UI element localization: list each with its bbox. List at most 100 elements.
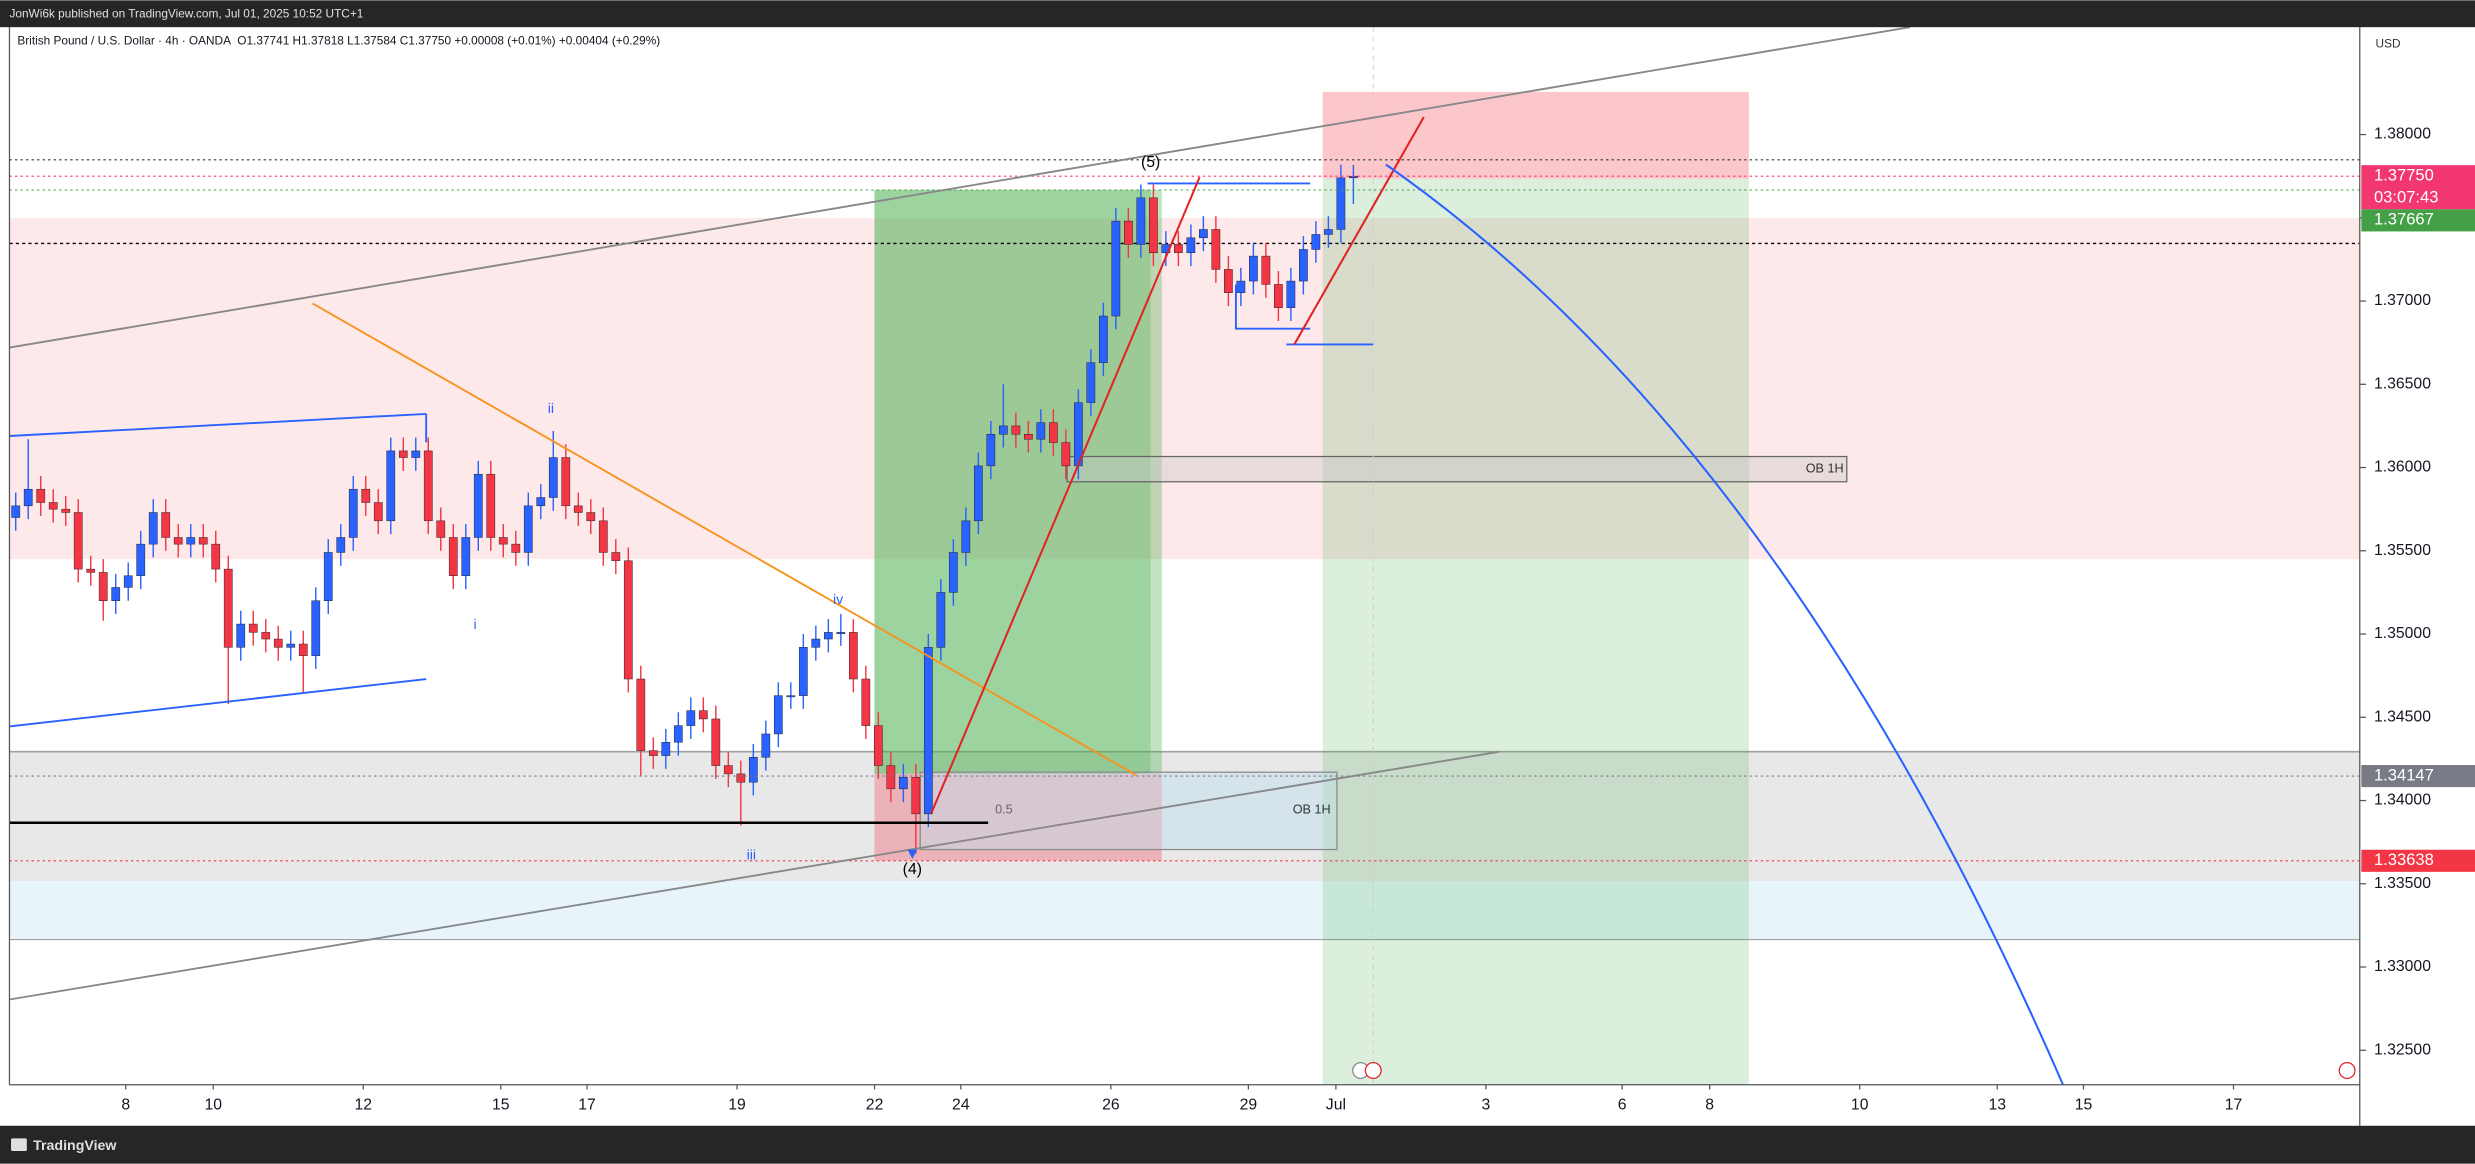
candle-body [586, 512, 596, 522]
liquidity-zone [9, 881, 2360, 940]
candle-body [98, 572, 108, 601]
candle-body [1061, 442, 1071, 467]
candle-body [523, 505, 533, 553]
candle-body [936, 592, 946, 648]
candle-body [836, 632, 846, 634]
price-marker [2361, 165, 2475, 210]
candle-body [848, 632, 858, 680]
candle-body [1136, 197, 1146, 245]
y-tick-label: 1.33500 [2374, 875, 2431, 892]
candle-body [786, 695, 796, 698]
candle-body [11, 505, 21, 518]
candle-body [136, 543, 146, 577]
candle-body [798, 647, 808, 696]
candle-body [161, 512, 171, 538]
candle-body [698, 710, 708, 720]
x-tick-label: 15 [2075, 1096, 2093, 1113]
candles [9, 164, 2360, 862]
wedge-line [9, 678, 427, 728]
candle-body [598, 520, 608, 553]
order-block [1066, 455, 1848, 483]
candle-body [73, 512, 83, 570]
event-icon[interactable] [1364, 1062, 1382, 1080]
price-marker-label: 1.37750 [2374, 166, 2434, 185]
candle-body [761, 733, 771, 758]
publisher: JonWi6k published on TradingView.com, Ju… [9, 7, 363, 21]
candle-body [1236, 280, 1246, 293]
impulse-line [1293, 116, 1425, 345]
x-tick-label: 26 [1102, 1096, 1120, 1113]
candle-body [773, 695, 783, 735]
candle-body [323, 552, 333, 601]
candle-body [461, 537, 471, 577]
price-marker [2361, 209, 2475, 232]
candle-body [648, 750, 658, 756]
y-tick-label: 1.33000 [2374, 958, 2431, 975]
price-marker-countdown: 03:07:43 [2374, 188, 2438, 207]
x-tick-label: 17 [578, 1096, 596, 1113]
candle-body [1186, 237, 1196, 254]
candle-body [573, 505, 583, 513]
price-marker-label: 1.34147 [2374, 765, 2434, 784]
wave-label: i [474, 617, 477, 633]
wave-label: (5) [1141, 154, 1160, 171]
x-tick-label: 17 [2225, 1096, 2243, 1113]
candle-body [611, 552, 621, 562]
symbol-name: British Pound / U.S. Dollar · 4h · OANDA [17, 34, 231, 48]
candle-body [48, 502, 58, 510]
candle-body [661, 742, 671, 756]
zone-label: OB 1H [1806, 461, 1844, 475]
event-icon[interactable] [2338, 1062, 2356, 1080]
candle-body [886, 765, 896, 790]
x-tick-label: 19 [728, 1096, 746, 1113]
price-marker [2361, 849, 2475, 872]
ohlc-legend: O1.37741 H1.37818 L1.37584 C1.37750 +0.0… [237, 34, 660, 48]
y-tick-label: 1.35500 [2374, 542, 2431, 559]
x-tick-label: 12 [354, 1096, 372, 1113]
candle-body [348, 488, 358, 538]
candle-body [636, 678, 646, 751]
background-drawings [9, 27, 2360, 1085]
candle-body [811, 638, 821, 648]
candle-body [111, 587, 121, 601]
footer-brand[interactable]: TradingView [33, 1138, 117, 1154]
candle-body [673, 725, 683, 743]
trend-line [312, 302, 1137, 777]
candle-body [998, 425, 1008, 435]
candle-body [373, 502, 383, 522]
candle-body [736, 773, 746, 783]
candle-body [473, 473, 483, 538]
candle-body [223, 568, 233, 648]
pivot-marker [907, 849, 918, 860]
y-tick-label: 1.37000 [2374, 292, 2431, 309]
candle-body [411, 450, 421, 458]
candle-body [1199, 229, 1208, 239]
candle-body [1261, 255, 1271, 285]
candle-body [436, 520, 446, 538]
channel-line [9, 26, 1911, 349]
candle-body [911, 776, 921, 815]
symbol-title: British Pound / U.S. Dollar · 4h · OANDA… [17, 34, 660, 48]
price-marker [2361, 765, 2475, 788]
candle-body [1324, 229, 1333, 235]
candle-body [498, 537, 508, 545]
candle-body [1286, 280, 1296, 308]
candle-body [248, 623, 258, 633]
y-tick-label: 1.36000 [2374, 459, 2431, 476]
candle-body [1086, 362, 1096, 403]
candle-body [861, 678, 871, 726]
top-bar [0, 0, 2475, 28]
price-marker-label: 1.37667 [2374, 210, 2434, 229]
wave-label: ii [548, 401, 554, 417]
candle-body [1011, 425, 1021, 435]
long-stop-zone [874, 773, 1162, 861]
currency-label: USD [2376, 37, 2401, 51]
candle-body [548, 457, 558, 498]
x-tick-label: 6 [1618, 1096, 1627, 1113]
candle-body [1311, 234, 1321, 250]
wedge-line [9, 412, 427, 437]
candle-body [261, 632, 271, 640]
candle-body [86, 568, 96, 573]
